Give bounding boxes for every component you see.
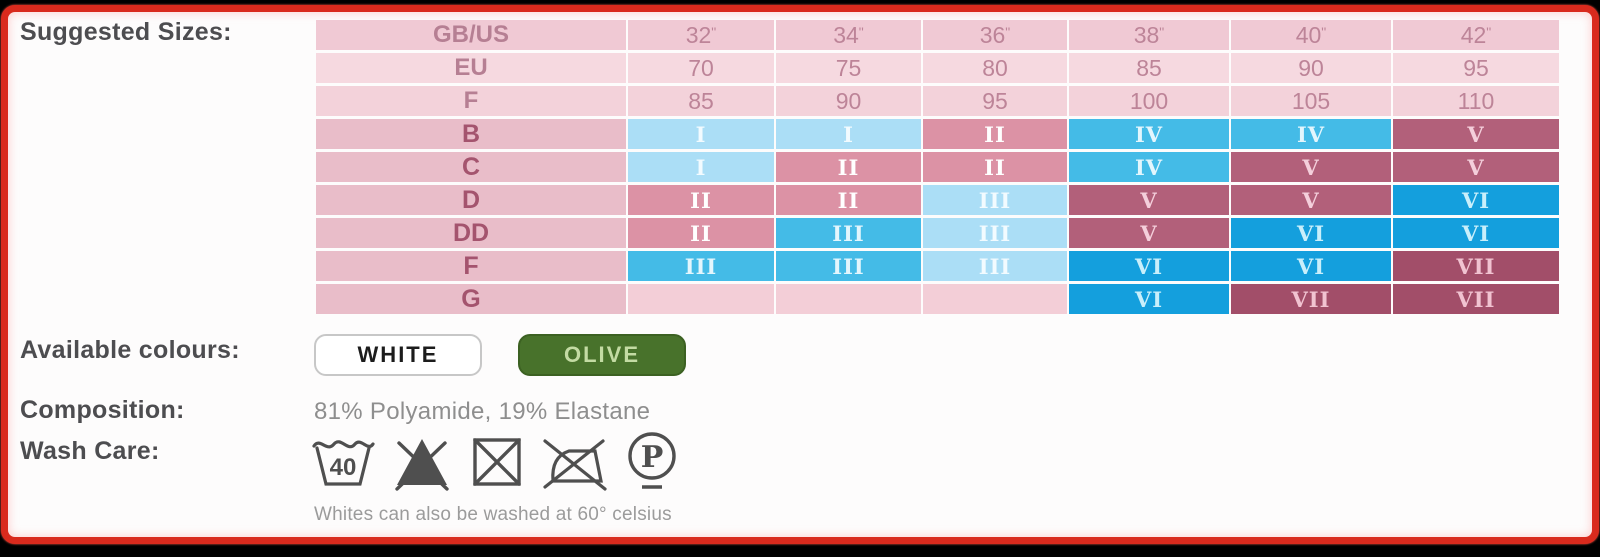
size-header-value: 105	[1231, 86, 1391, 116]
bra-size-cell: III	[923, 185, 1067, 215]
size-header-value: 85	[628, 86, 774, 116]
size-system-label: F	[316, 86, 626, 116]
size-header-value: 95	[923, 86, 1067, 116]
size-header-row: GB/US 32" 34" 36" 38" 40" 42"	[316, 20, 1559, 50]
empty-size-cell	[776, 284, 921, 314]
bra-size-cell: VII	[1393, 251, 1559, 281]
bra-size-cell: II	[923, 119, 1067, 149]
size-header-value: 38"	[1069, 20, 1229, 50]
bra-size-cell: V	[1069, 185, 1229, 215]
do-not-tumble-dry-icon	[473, 438, 521, 486]
size-header-value: 34"	[776, 20, 921, 50]
bra-size-cell: III	[776, 251, 921, 281]
cup-size-label: G	[316, 284, 626, 314]
composition-value: 81% Polyamide, 19% Elastane	[314, 398, 651, 425]
bra-size-cell: VI	[1231, 251, 1391, 281]
size-header-value: 80	[923, 53, 1067, 83]
cup-size-row: C I II II IV V V	[316, 152, 1559, 182]
size-header-value: 95	[1393, 53, 1559, 83]
cup-size-row: B I I II IV IV V	[316, 119, 1559, 149]
bra-size-cell: V	[1231, 152, 1391, 182]
size-header-value: 90	[1231, 53, 1391, 83]
bra-size-cell: V	[1069, 218, 1229, 248]
bra-size-cell: V	[1393, 119, 1559, 149]
bra-size-cell: I	[628, 152, 774, 182]
cup-size-row: DD II III III V VI VI	[316, 218, 1559, 248]
size-system-label: GB/US	[316, 20, 626, 50]
size-header-value: 90	[776, 86, 921, 116]
size-chart-body: GB/US 32" 34" 36" 38" 40" 42" EU 70 75 80 85 90 95 F 85…	[316, 20, 1559, 314]
bra-size-cell: III	[628, 251, 774, 281]
bra-size-cell: VI	[1393, 218, 1559, 248]
product-details-panel: Suggested Sizes: GB/US 32" 34" 36" 38" 40" 42"…	[8, 12, 1592, 537]
size-header-value: 40"	[1231, 20, 1391, 50]
bra-size-cell: II	[776, 152, 921, 182]
bra-size-cell: III	[923, 218, 1067, 248]
size-header-row: F 85 90 95 100 105 110	[316, 86, 1559, 116]
bra-size-cell: VI	[1231, 218, 1391, 248]
size-header-value: 75	[776, 53, 921, 83]
empty-size-cell	[628, 284, 774, 314]
size-chart-table: GB/US 32" 34" 36" 38" 40" 42" EU 70 75 80 85 90 95 F 85…	[314, 17, 1561, 317]
cup-size-row: D II II III V V VI	[316, 185, 1559, 215]
composition-label: Composition:	[20, 396, 185, 424]
size-header-value: 36"	[923, 20, 1067, 50]
wash-care-icons: 40	[310, 425, 680, 493]
bra-size-cell: VII	[1231, 284, 1391, 314]
bra-size-cell: V	[1393, 152, 1559, 182]
size-header-value: 70	[628, 53, 774, 83]
bra-size-cell: IV	[1069, 119, 1229, 149]
bra-size-cell: II	[628, 185, 774, 215]
bra-size-cell: II	[628, 218, 774, 248]
bra-size-cell: I	[776, 119, 921, 149]
machine-wash-40-icon: 40	[312, 440, 375, 486]
do-not-bleach-icon	[395, 439, 449, 491]
red-highlight-frame: Suggested Sizes: GB/US 32" 34" 36" 38" 40" 42"…	[1, 5, 1599, 544]
bra-size-cell: VI	[1069, 251, 1229, 281]
cup-size-row: G VI VII VII	[316, 284, 1559, 314]
colour-options: WHITE OLIVE	[314, 334, 686, 376]
bra-size-cell: IV	[1069, 152, 1229, 182]
size-header-value: 100	[1069, 86, 1229, 116]
size-system-label: EU	[316, 53, 626, 83]
wash-care-label: Wash Care:	[20, 437, 160, 465]
size-header-value: 42"	[1393, 20, 1559, 50]
size-header-row: EU 70 75 80 85 90 95	[316, 53, 1559, 83]
professional-clean-p-icon: P	[628, 432, 676, 489]
cup-size-label: D	[316, 185, 626, 215]
bra-size-cell: I	[628, 119, 774, 149]
available-colours-label: Available colours:	[20, 336, 240, 364]
colour-option-olive-button[interactable]: OLIVE	[518, 334, 686, 376]
bra-size-cell: III	[923, 251, 1067, 281]
empty-size-cell	[923, 284, 1067, 314]
do-not-iron-icon	[543, 439, 607, 491]
wash-care-note: Whites can also be washed at 60° celsius	[314, 504, 672, 525]
bra-size-cell: III	[776, 218, 921, 248]
svg-text:40: 40	[330, 454, 357, 481]
bra-size-cell: VII	[1393, 284, 1559, 314]
colour-option-white-button[interactable]: WHITE	[314, 334, 482, 376]
bra-size-cell: II	[923, 152, 1067, 182]
cup-size-label: F	[316, 251, 626, 281]
cup-size-label: DD	[316, 218, 626, 248]
size-header-value: 32"	[628, 20, 774, 50]
bra-size-cell: VI	[1069, 284, 1229, 314]
cup-size-row: F III III III VI VI VII	[316, 251, 1559, 281]
bra-size-cell: II	[776, 185, 921, 215]
bra-size-cell: VI	[1393, 185, 1559, 215]
size-header-value: 110	[1393, 86, 1559, 116]
size-header-value: 85	[1069, 53, 1229, 83]
cup-size-label: C	[316, 152, 626, 182]
suggested-sizes-label: Suggested Sizes:	[20, 18, 232, 46]
bra-size-cell: V	[1231, 185, 1391, 215]
svg-text:P: P	[641, 440, 664, 475]
bra-size-cell: IV	[1231, 119, 1391, 149]
cup-size-label: B	[316, 119, 626, 149]
